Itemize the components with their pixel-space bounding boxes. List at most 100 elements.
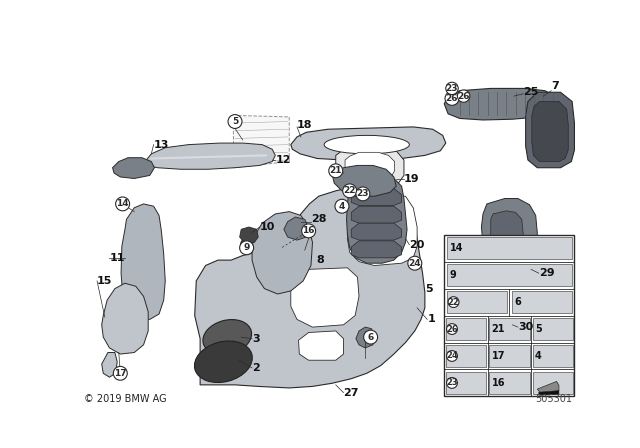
- Text: 16: 16: [302, 226, 315, 235]
- Polygon shape: [537, 381, 559, 394]
- Text: 16: 16: [492, 378, 505, 388]
- Polygon shape: [491, 277, 516, 327]
- Text: 6: 6: [367, 332, 374, 342]
- Circle shape: [446, 82, 458, 95]
- Polygon shape: [491, 211, 524, 265]
- Bar: [447, 237, 572, 259]
- Polygon shape: [336, 146, 404, 191]
- Circle shape: [447, 351, 458, 362]
- Text: 505301: 505301: [535, 394, 572, 404]
- Bar: [532, 318, 573, 340]
- Text: 24: 24: [446, 352, 458, 361]
- Polygon shape: [142, 143, 275, 169]
- Text: 2: 2: [252, 363, 260, 373]
- Circle shape: [448, 297, 459, 307]
- Circle shape: [447, 323, 458, 334]
- Polygon shape: [532, 102, 568, 162]
- Text: 6: 6: [515, 297, 522, 307]
- Text: 18: 18: [297, 120, 312, 129]
- Text: 5: 5: [232, 117, 238, 126]
- Polygon shape: [102, 353, 117, 377]
- Text: 23: 23: [446, 379, 458, 388]
- Circle shape: [408, 256, 422, 270]
- Circle shape: [329, 164, 343, 178]
- Polygon shape: [113, 158, 154, 178]
- Text: 29: 29: [539, 268, 554, 278]
- Text: 21: 21: [330, 166, 342, 175]
- Text: 23: 23: [445, 84, 458, 93]
- Text: 13: 13: [154, 140, 169, 150]
- Text: 20: 20: [410, 240, 425, 250]
- Bar: [446, 372, 486, 394]
- Polygon shape: [351, 189, 402, 206]
- Ellipse shape: [324, 135, 410, 154]
- Polygon shape: [121, 204, 165, 319]
- Bar: [532, 345, 573, 367]
- Ellipse shape: [495, 275, 514, 282]
- Bar: [447, 264, 572, 286]
- Text: 21: 21: [492, 324, 505, 334]
- Polygon shape: [234, 116, 289, 168]
- Text: 26: 26: [445, 94, 458, 103]
- Polygon shape: [539, 391, 559, 395]
- Polygon shape: [481, 198, 537, 277]
- Text: 22: 22: [344, 186, 356, 195]
- Text: 9: 9: [243, 243, 250, 252]
- Circle shape: [447, 378, 458, 388]
- Text: 5: 5: [425, 284, 433, 293]
- Circle shape: [113, 366, 127, 380]
- Circle shape: [343, 184, 356, 198]
- Circle shape: [301, 224, 316, 238]
- Text: 5: 5: [535, 324, 541, 334]
- Ellipse shape: [195, 341, 252, 383]
- Circle shape: [116, 197, 129, 211]
- Polygon shape: [298, 331, 344, 360]
- Bar: [447, 291, 507, 313]
- Polygon shape: [351, 223, 402, 240]
- Polygon shape: [284, 217, 308, 240]
- Text: 24: 24: [408, 258, 421, 268]
- Ellipse shape: [241, 238, 253, 251]
- Polygon shape: [356, 327, 374, 348]
- Circle shape: [364, 330, 378, 344]
- Text: 10: 10: [260, 222, 275, 232]
- Text: 28: 28: [311, 214, 326, 224]
- Text: 4: 4: [535, 351, 541, 361]
- Text: 4: 4: [339, 202, 345, 211]
- Circle shape: [356, 187, 370, 201]
- Text: 26: 26: [446, 324, 458, 333]
- Circle shape: [228, 115, 242, 129]
- Text: 30: 30: [518, 322, 533, 332]
- Bar: [489, 372, 529, 394]
- Text: 9: 9: [450, 270, 456, 280]
- Text: 15: 15: [97, 276, 113, 286]
- Polygon shape: [351, 241, 402, 258]
- Bar: [446, 318, 486, 340]
- Text: 14: 14: [116, 199, 129, 208]
- Text: 12: 12: [275, 155, 291, 165]
- Text: 22: 22: [447, 297, 460, 306]
- Bar: [446, 345, 486, 367]
- Text: 26: 26: [458, 91, 470, 101]
- Text: 17: 17: [492, 351, 505, 361]
- Circle shape: [335, 199, 349, 213]
- Text: 14: 14: [450, 243, 463, 253]
- Bar: [511, 291, 572, 313]
- Ellipse shape: [203, 319, 252, 355]
- Polygon shape: [252, 211, 312, 294]
- Circle shape: [458, 90, 470, 102]
- Polygon shape: [195, 186, 425, 388]
- Polygon shape: [332, 165, 396, 196]
- Bar: [532, 372, 573, 394]
- Polygon shape: [348, 196, 417, 266]
- Ellipse shape: [495, 321, 514, 329]
- Polygon shape: [351, 206, 402, 223]
- Polygon shape: [291, 268, 359, 327]
- Polygon shape: [345, 152, 395, 183]
- Text: 19: 19: [404, 173, 420, 184]
- Text: 3: 3: [252, 334, 260, 344]
- Bar: [489, 345, 529, 367]
- Text: © 2019 BMW AG: © 2019 BMW AG: [84, 394, 166, 404]
- Text: 17: 17: [114, 369, 127, 378]
- Text: 7: 7: [551, 81, 559, 91]
